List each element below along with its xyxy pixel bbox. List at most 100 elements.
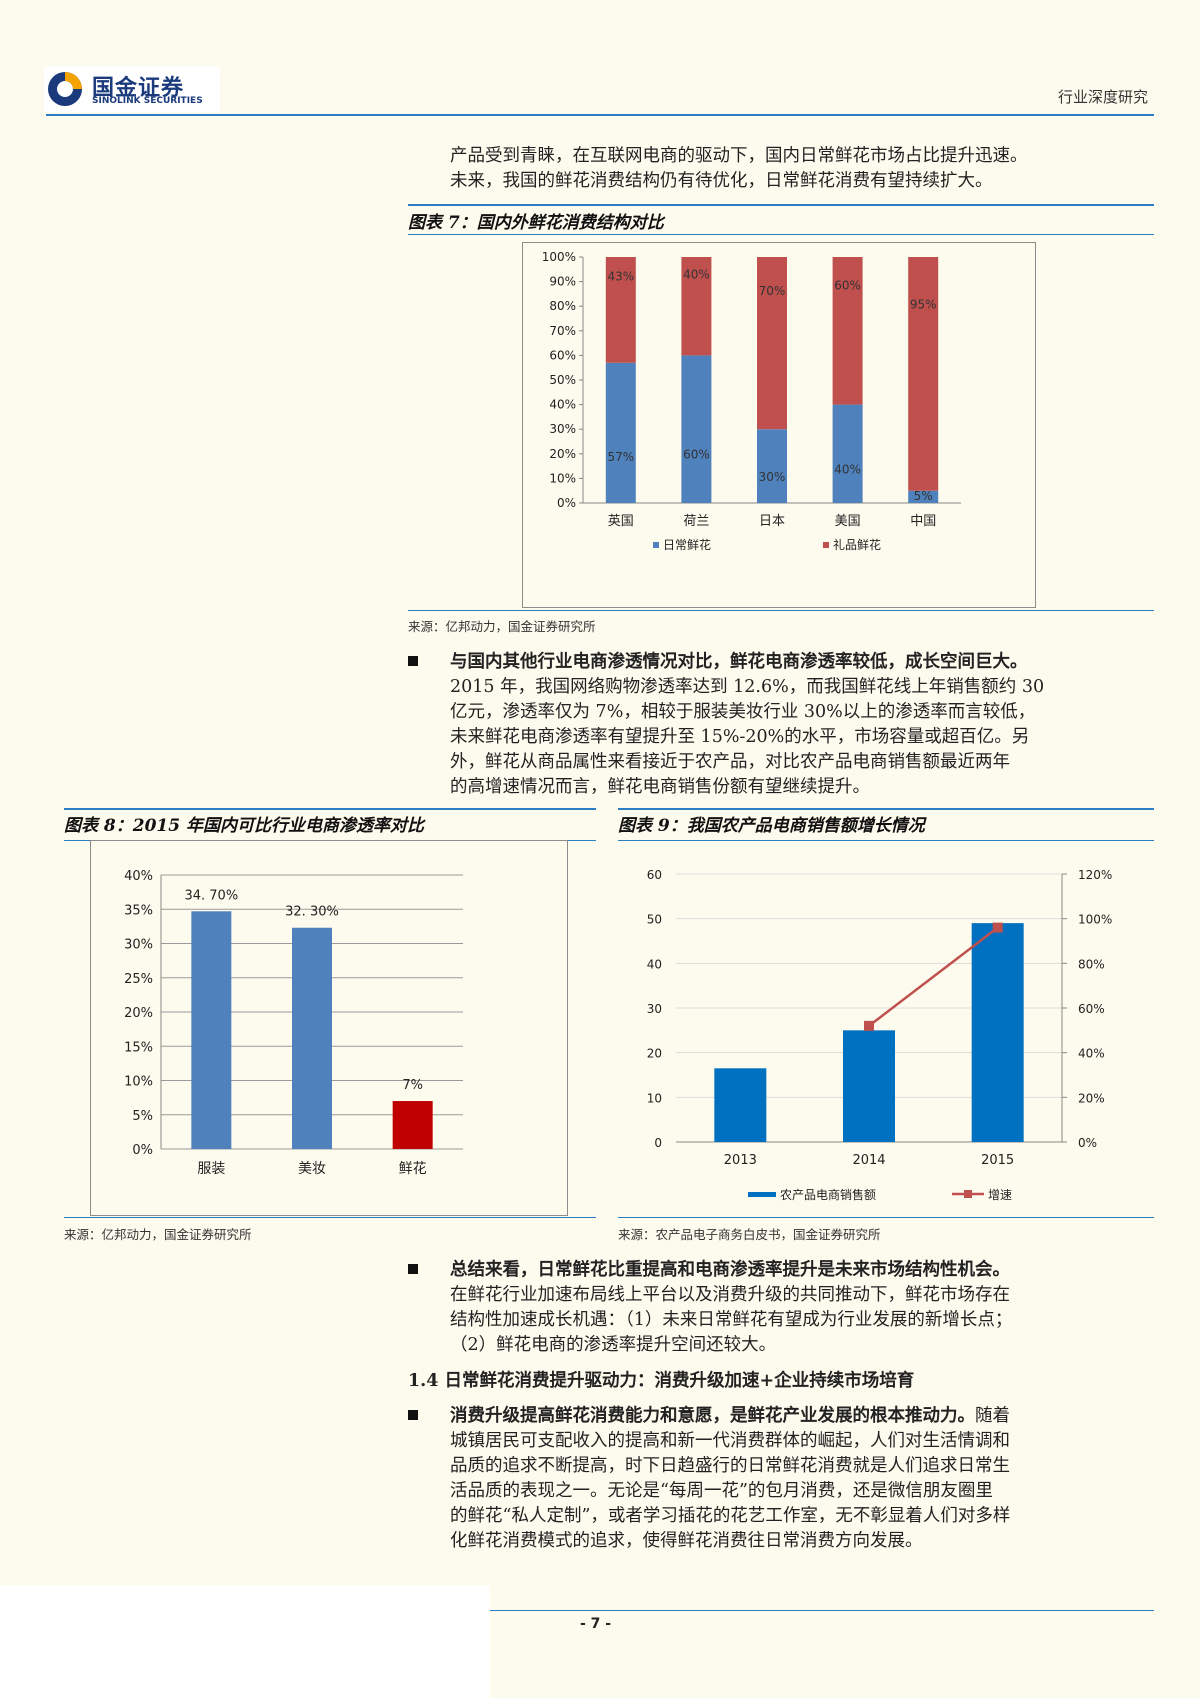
fig7-top-line (408, 204, 1154, 206)
x-tick-label: 服装 (197, 1161, 225, 1177)
y-left-tick-label: 60 (647, 868, 662, 882)
data-label: 95% (910, 297, 937, 311)
y-right-tick-label: 80% (1078, 957, 1105, 971)
y-left-tick-label: 20 (647, 1047, 662, 1061)
x-tick-label: 2015 (981, 1153, 1014, 1168)
bar (392, 1101, 433, 1149)
growth-line (868, 926, 999, 1027)
bullet1-heading: 与国内其他行业电商渗透情况对比，鲜花电商渗透率较低，成长空间巨大。 (450, 652, 1028, 672)
data-label: 60% (683, 448, 710, 462)
fig8-chart: 0% 5% 10% 15% 20% 25% 30% 35% 40% 34. 70% 服装 32. 30… (124, 869, 463, 1177)
data-label: 5% (914, 489, 933, 503)
bullet3-line: 城镇居民可支配收入的提高和新一代消费群体的崛起，人们对生活情调和 (450, 1431, 1010, 1451)
bar (843, 1030, 895, 1142)
data-label: 57% (607, 450, 634, 464)
x-tick-label: 美妆 (298, 1161, 326, 1177)
y-right-tick-label: 120% (1078, 868, 1112, 882)
y-left-tick-label: 0 (654, 1136, 662, 1150)
y-tick-label: 70% (549, 324, 576, 338)
fig7-title-line (408, 234, 1154, 235)
fig9-top-line (618, 808, 1154, 810)
y-tick-label: 40% (549, 398, 576, 412)
intro-line-1: 产品受到青睐，在互联网电商的驱动下，国内日常鲜花市场占比提升迅速。 (450, 146, 1028, 166)
y-tick-label: 10% (549, 471, 576, 485)
bar-daily (757, 429, 787, 503)
bar-gift (605, 257, 636, 363)
bar-daily (605, 362, 636, 503)
bar-gift (681, 257, 712, 356)
bullet1-line: 亿元，渗透率仅为 7%，相较于服装美妆行业 30%以上的渗透率而言较低， (450, 702, 1036, 722)
data-label: 30% (759, 470, 786, 484)
bullet1-line: 的高增速情况而言，鲜花电商销售份额有望继续提升。 (450, 777, 870, 797)
x-tick-label: 英国 (608, 514, 634, 529)
logo-text-cn: 国金证券 (92, 76, 185, 101)
data-label: 40% (683, 268, 710, 282)
growth-marker (864, 1020, 874, 1031)
report-type: 行业深度研究 (1057, 88, 1148, 106)
fig7-source: 来源：亿邦动力，国金证券研究所 (408, 619, 596, 634)
x-tick-label: 中国 (910, 514, 936, 529)
bullet3-first-rest: 随着 (975, 1406, 1010, 1426)
data-label: 34. 70% (184, 888, 238, 903)
legend-label: 日常鲜花 (663, 537, 711, 552)
bullet2-line: 结构性加速成长机遇：（1）未来日常鲜花有望成为行业发展的新增长点； (450, 1310, 1013, 1330)
bullet3-line: 的鲜花“私人定制”，或者学习插花的花艺工作室，无不彰显着人们对多样 (450, 1506, 1011, 1526)
bar-gift (908, 257, 939, 491)
y-tick-label: 0% (132, 1143, 153, 1158)
x-tick-label: 荷兰 (683, 514, 709, 529)
legend-label: 农产品电商销售额 (780, 1187, 876, 1202)
page-number: - 7 - (580, 1616, 612, 1632)
legend-swatch-bar (748, 1192, 776, 1197)
x-tick-label: 2013 (724, 1153, 757, 1168)
growth-marker (992, 922, 1003, 933)
y-left-tick-label: 10 (647, 1091, 662, 1105)
x-tick-label: 日本 (759, 514, 785, 529)
y-tick-label: 90% (549, 275, 576, 289)
data-label: 7% (402, 1078, 423, 1093)
y-left-tick-label: 40 (647, 957, 662, 971)
y-tick-label: 20% (549, 447, 576, 461)
fig9-source: 来源：农产品电子商务白皮书，国金证券研究所 (618, 1227, 881, 1242)
y-left-tick-label: 50 (647, 913, 662, 927)
fig7-bottom-line (408, 610, 1154, 611)
fig8-title: 图表 8：2015 年国内可比行业电商渗透率对比 (64, 816, 424, 836)
fig9-bottom-line (618, 1217, 1154, 1218)
footer-divider (490, 1610, 1154, 1611)
bullet3-line: 化鲜花消费模式的追求，使得鲜花消费往日常消费方向发展。 (450, 1531, 923, 1551)
bar (714, 1068, 767, 1142)
fig8-bottom-line (64, 1217, 596, 1218)
header-divider (46, 114, 1154, 116)
intro-line-2: 未来，我国的鲜花消费结构仍有待优化，日常鲜花消费有望持续扩大。 (450, 171, 993, 191)
logo-text-en: SINOLINK SECURITIES (92, 96, 203, 106)
section-heading: 1.4 日常鲜花消费提升驱动力：消费升级加速+企业持续市场培育 (408, 1371, 915, 1391)
bullet3-heading: 消费升级提高鲜花消费能力和意愿，是鲜花产业发展的根本推动力。 (450, 1406, 975, 1426)
fig7-chart-frame: 0% 10% 20% 30% 40% 50% 60% 70% 80% 90% 100% 57% 43% 英… (522, 242, 1036, 608)
fig9-title: 图表 9：我国农产品电商销售额增长情况 (618, 816, 925, 836)
bar-gift (832, 257, 863, 405)
bullet2-heading: 总结来看，日常鲜花比重提高和电商渗透率提升是未来市场结构性机会。 (450, 1260, 1010, 1280)
x-tick-label: 美国 (835, 514, 861, 529)
y-tick-label: 5% (132, 1109, 153, 1124)
data-label: 43% (607, 269, 634, 283)
fig7-title: 图表 7：国内外鲜花消费结构对比 (408, 213, 664, 233)
legend-label: 礼品鲜花 (833, 537, 881, 552)
data-label: 70% (759, 284, 786, 298)
fig7-chart: 0% 10% 20% 30% 40% 50% 60% 70% 80% 90% 100% 57% 43% 英… (542, 250, 961, 552)
bullet-marker (408, 1264, 418, 1274)
sinolink-logo-icon (48, 72, 82, 106)
y-right-tick-label: 60% (1078, 1002, 1105, 1016)
y-tick-label: 30% (124, 938, 153, 953)
y-right-tick-label: 0% (1078, 1136, 1097, 1150)
y-tick-label: 35% (124, 903, 153, 918)
bar-daily (832, 404, 863, 503)
x-tick-label: 2014 (852, 1153, 885, 1168)
y-tick-label: 40% (124, 869, 153, 884)
bullet3-line: 活品质的表现之一。无论是“每周一花”的包月消费，还是微信朋友圈里 (450, 1481, 993, 1501)
legend-label: 增速 (988, 1188, 1012, 1202)
bullet1-line: 未来鲜花电商渗透率有望提升至 15%-20%的水平，市场容量或超百亿。另 (450, 727, 1030, 747)
fig9-chart: 0 10 20 30 40 50 60 0% 20% 40% 60% 80% 100% 120% 2013 2… (647, 868, 1113, 1202)
bullet2-line: 在鲜花行业加速布局线上平台以及消费升级的共同推动下，鲜花市场存在 (450, 1285, 1010, 1305)
y-right-tick-label: 20% (1078, 1091, 1105, 1105)
fig8-source: 来源：亿邦动力，国金证券研究所 (64, 1227, 252, 1242)
bullet-marker (408, 1410, 418, 1420)
